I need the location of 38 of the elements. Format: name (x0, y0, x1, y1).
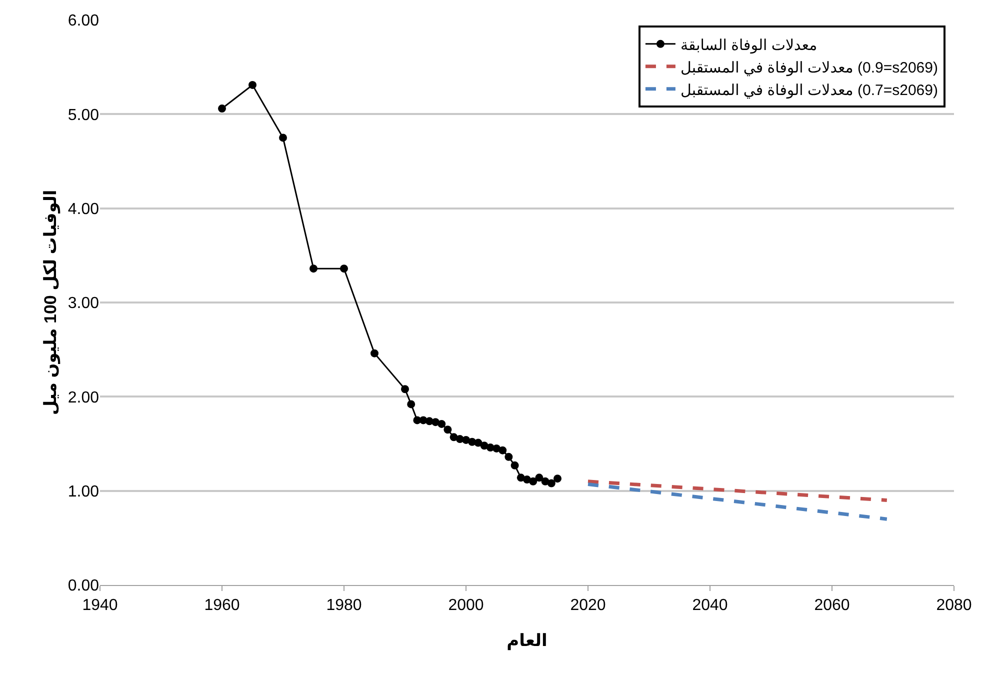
x-tick-label: 2020 (570, 597, 606, 614)
x-axis-title: العام (506, 631, 548, 651)
legend-label: معدلات الوفاة السابقة (680, 36, 818, 54)
legend-label: معدلات الوفاة في المستقبل (0.7=s2069) (680, 82, 938, 99)
point (310, 264, 318, 273)
point (218, 104, 226, 113)
x-tick-label: 2060 (814, 597, 850, 614)
point (279, 134, 287, 142)
point (554, 474, 562, 483)
point (407, 400, 416, 408)
y-tick-label: 1.00 (68, 483, 100, 500)
y-tick-label: 6.00 (68, 12, 100, 30)
y-tick-label: 5.00 (68, 106, 100, 124)
point (510, 461, 519, 470)
x-tick-label: 2080 (936, 597, 972, 614)
point (340, 264, 348, 273)
x-tick-label: 1980 (326, 597, 362, 614)
point (474, 438, 482, 447)
point (248, 80, 256, 89)
legend-label: معدلات الوفاة في المستقبل (0.9=s2069) (680, 59, 938, 76)
point (498, 446, 507, 454)
point (547, 479, 556, 488)
point (438, 420, 446, 428)
point (529, 477, 538, 486)
point (444, 426, 452, 434)
x-tick-label: 2000 (448, 597, 484, 614)
point (535, 474, 544, 482)
y-tick-label: 0.00 (68, 578, 100, 595)
point (504, 452, 513, 461)
y-tick-label: 3.00 (68, 295, 100, 312)
y-tick-label: 2.00 (68, 389, 100, 406)
x-tick-label: 2040 (692, 597, 728, 614)
y-axis-title: الوفيات لكل 100 مليون ميل (41, 190, 61, 416)
x-tick-label: 1940 (82, 597, 118, 614)
y-tick-label: 4.00 (68, 200, 100, 218)
point (370, 349, 378, 358)
point (401, 385, 409, 394)
x-tick-label: 1960 (204, 597, 240, 614)
